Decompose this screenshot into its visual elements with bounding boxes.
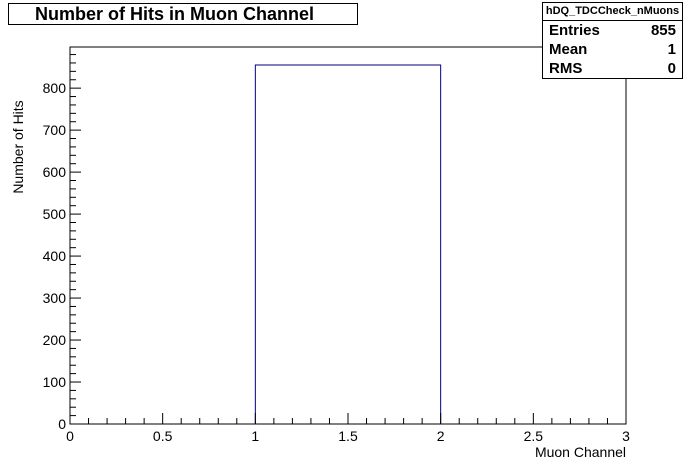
stats-label-entries: Entries <box>549 22 600 39</box>
plot-frame <box>69 46 627 425</box>
x-tick-label: 1.5 <box>338 428 358 444</box>
x-tick-label: 1 <box>251 428 259 444</box>
stats-row-entries: Entries 855 <box>543 21 682 40</box>
x-tick-label: 2.5 <box>524 428 544 444</box>
stats-box: hDQ_TDCCheck_nMuons Entries 855 Mean 1 R… <box>542 2 683 79</box>
stats-row-mean: Mean 1 <box>543 40 682 59</box>
stats-name: hDQ_TDCCheck_nMuons <box>543 3 682 21</box>
x-axis-title: Muon Channel <box>534 444 626 460</box>
y-tick-label: 600 <box>43 164 67 180</box>
y-axis-title: Number of Hits <box>10 100 26 194</box>
y-tick-label: 700 <box>43 122 67 138</box>
chart-title: Number of Hits in Muon Channel <box>8 3 358 25</box>
x-tick-label: 3 <box>622 428 630 444</box>
stats-value-rms: 0 <box>667 60 676 77</box>
y-tick-label: 100 <box>43 374 67 390</box>
x-tick-label: 0.5 <box>153 428 173 444</box>
histogram-bar-0 <box>254 64 442 424</box>
y-tick-label: 400 <box>43 248 67 264</box>
y-tick-label: 500 <box>43 206 67 222</box>
stats-label-rms: RMS <box>549 60 583 77</box>
stats-value-entries: 855 <box>650 22 676 39</box>
stats-row-rms: RMS 0 <box>543 59 682 78</box>
y-tick-label: 300 <box>43 290 67 306</box>
x-tick-label: 0 <box>66 428 74 444</box>
y-tick-label: 800 <box>43 80 67 96</box>
y-tick-label: 0 <box>58 416 66 432</box>
stats-label-mean: Mean <box>549 41 588 58</box>
x-tick-label: 2 <box>437 428 445 444</box>
stats-value-mean: 1 <box>667 41 676 58</box>
y-tick-label: 200 <box>43 332 67 348</box>
